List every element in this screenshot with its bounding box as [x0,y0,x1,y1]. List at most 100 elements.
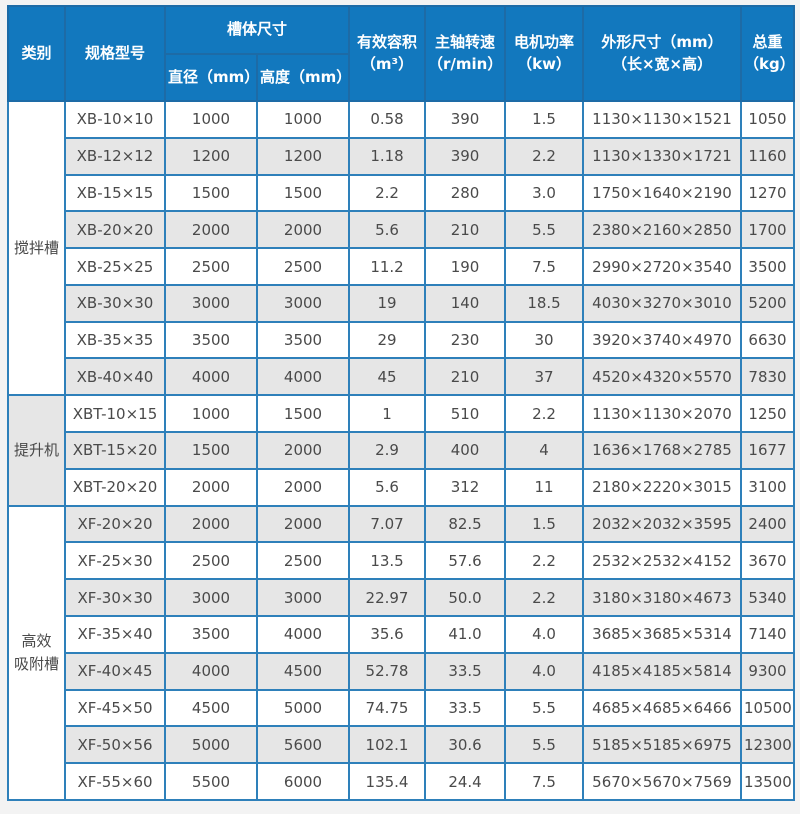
cell-speed: 230 [424,320,507,360]
cell-height: 2500 [255,541,351,581]
cell-dimensions: 4685×4685×6466 [582,688,743,728]
cell-volume: 29 [348,320,427,360]
cell-diameter: 5000 [164,725,258,765]
cell-power: 11 [504,467,585,507]
cell-volume: 2.9 [348,431,427,470]
cell-dimensions: 5670×5670×7569 [582,762,743,801]
cell-height: 3000 [255,578,351,617]
cell-volume: 2.2 [348,173,427,213]
header-diameter: 直径（mm） [164,53,258,102]
cell-dimensions: 1130×1130×2070 [582,394,743,434]
cell-power: 4.0 [504,614,585,654]
cell-power: 7.5 [504,247,585,286]
cell-weight: 10500 [740,688,796,728]
cell-dimensions: 2180×2220×3015 [582,467,743,507]
table-row: XF-30×30 3000 3000 22.97 50.0 2.2 3180×3180×46… [8,578,796,617]
table-row: 搅拌槽 XB-10×10 1000 1000 0.58 390 1.5 1130×1130×1… [7,99,796,397]
cell-weight: 1700 [740,210,796,250]
cell-weight: 7830 [740,357,796,397]
cell-speed: 312 [424,467,507,507]
cell-dimensions: 5185×5185×6975 [582,725,743,765]
cell-diameter: 3500 [164,320,258,360]
table-row: XB-30×30 3000 3000 19 140 18.5 4030×3270×3010 5… [8,283,796,323]
header-category: 类别 [7,5,66,102]
cell-speed: 33.5 [424,651,507,691]
cell-volume: 45 [348,357,427,397]
cell-model: XF-45×50 [64,688,166,728]
cell-volume: 13.5 [348,541,427,581]
cell-weight: 3100 [740,467,796,507]
cell-model: XF-20×20 [64,504,166,544]
cell-power: 2.2 [504,136,585,176]
table-row: XB-40×40 4000 4000 45 210 37 4520×4320×5570 783… [8,357,796,397]
header-dimensions: 外形尺寸（mm） （长×宽×高） [582,5,743,102]
cell-speed: 390 [424,136,507,176]
cell-model: XF-40×45 [64,651,166,691]
cell-power: 2.2 [504,578,585,617]
cell-power: 2.2 [504,541,585,581]
cell-speed: 41.0 [424,614,507,654]
cell-model: XB-20×20 [64,210,166,250]
cell-speed: 280 [424,173,507,213]
cell-dimensions: 2532×2532×4152 [582,541,743,581]
cell-weight: 3500 [740,247,796,286]
cell-dimensions: 1130×1330×1721 [582,136,743,176]
table-row: XBT-15×20 1500 2000 2.9 400 4 1636×1768×2785 16… [8,431,796,470]
cell-model: XB-10×10 [64,100,166,139]
cell-diameter: 4000 [164,357,258,397]
cell-dimensions: 3920×3740×4970 [582,320,743,360]
cell-height: 5000 [255,688,351,728]
cell-dimensions: 4030×3270×3010 [582,283,743,323]
cell-power: 3.0 [504,173,585,213]
cell-volume: 35.6 [348,614,427,654]
cell-weight: 3670 [740,541,796,581]
cell-weight: 1250 [740,394,796,434]
cell-power: 1.5 [504,504,585,544]
cell-volume: 52.78 [348,651,427,691]
cell-dimensions: 3685×3685×5314 [582,614,743,654]
cell-height: 1200 [255,136,351,176]
cell-diameter: 2500 [164,247,258,286]
cell-dimensions: 4185×4185×5814 [582,651,743,691]
cell-diameter: 1000 [164,100,258,139]
cell-power: 37 [504,357,585,397]
cell-volume: 74.75 [348,688,427,728]
cell-dimensions: 3180×3180×4673 [582,578,743,617]
cell-volume: 0.58 [348,100,427,139]
cell-model: XBT-15×20 [64,431,166,470]
header-model: 规格型号 [64,5,166,102]
cell-power: 5.5 [504,688,585,728]
cell-power: 18.5 [504,283,585,323]
cell-diameter: 4500 [164,688,258,728]
spec-table-body: 搅拌槽 XB-10×10 1000 1000 0.58 390 1.5 1130×1130×1… [7,99,796,802]
cell-model: XF-55×60 [64,762,166,801]
cell-volume: 19 [348,283,427,323]
cell-model: XB-30×30 [64,283,166,323]
cell-power: 5.5 [504,725,585,765]
cell-diameter: 3000 [164,578,258,617]
cell-weight: 1160 [740,136,796,176]
table-row: XF-55×60 5500 6000 135.4 24.4 7.5 5670×5670×75… [8,762,796,801]
cell-speed: 140 [424,283,507,323]
cell-volume: 11.2 [348,247,427,286]
cell-weight: 5340 [740,578,796,617]
cell-volume: 7.07 [348,504,427,544]
cell-power: 30 [504,320,585,360]
cell-power: 4.0 [504,651,585,691]
cell-power: 4 [504,431,585,470]
cell-height: 1500 [255,173,351,213]
cell-weight: 6630 [740,320,796,360]
cell-power: 5.5 [504,210,585,250]
cell-model: XB-25×25 [64,247,166,286]
cell-model: XBT-20×20 [64,467,166,507]
cell-dimensions: 2990×2720×3540 [582,247,743,286]
cell-speed: 210 [424,357,507,397]
table-header: 类别 规格型号 槽体尺寸 有效容积 （m³） 主轴转速 （r/min） 电机功率… [7,5,796,102]
cell-diameter: 3000 [164,283,258,323]
category-cell: 高效 吸附槽 [7,504,66,802]
cell-volume: 5.6 [348,467,427,507]
header-power: 电机功率 （kw） [504,5,585,102]
cell-weight: 5200 [740,283,796,323]
table-row: 提升机 XBT-10×15 1000 1500 1 510 2.2 1130×1130×207… [7,394,796,507]
cell-diameter: 2000 [164,504,258,544]
